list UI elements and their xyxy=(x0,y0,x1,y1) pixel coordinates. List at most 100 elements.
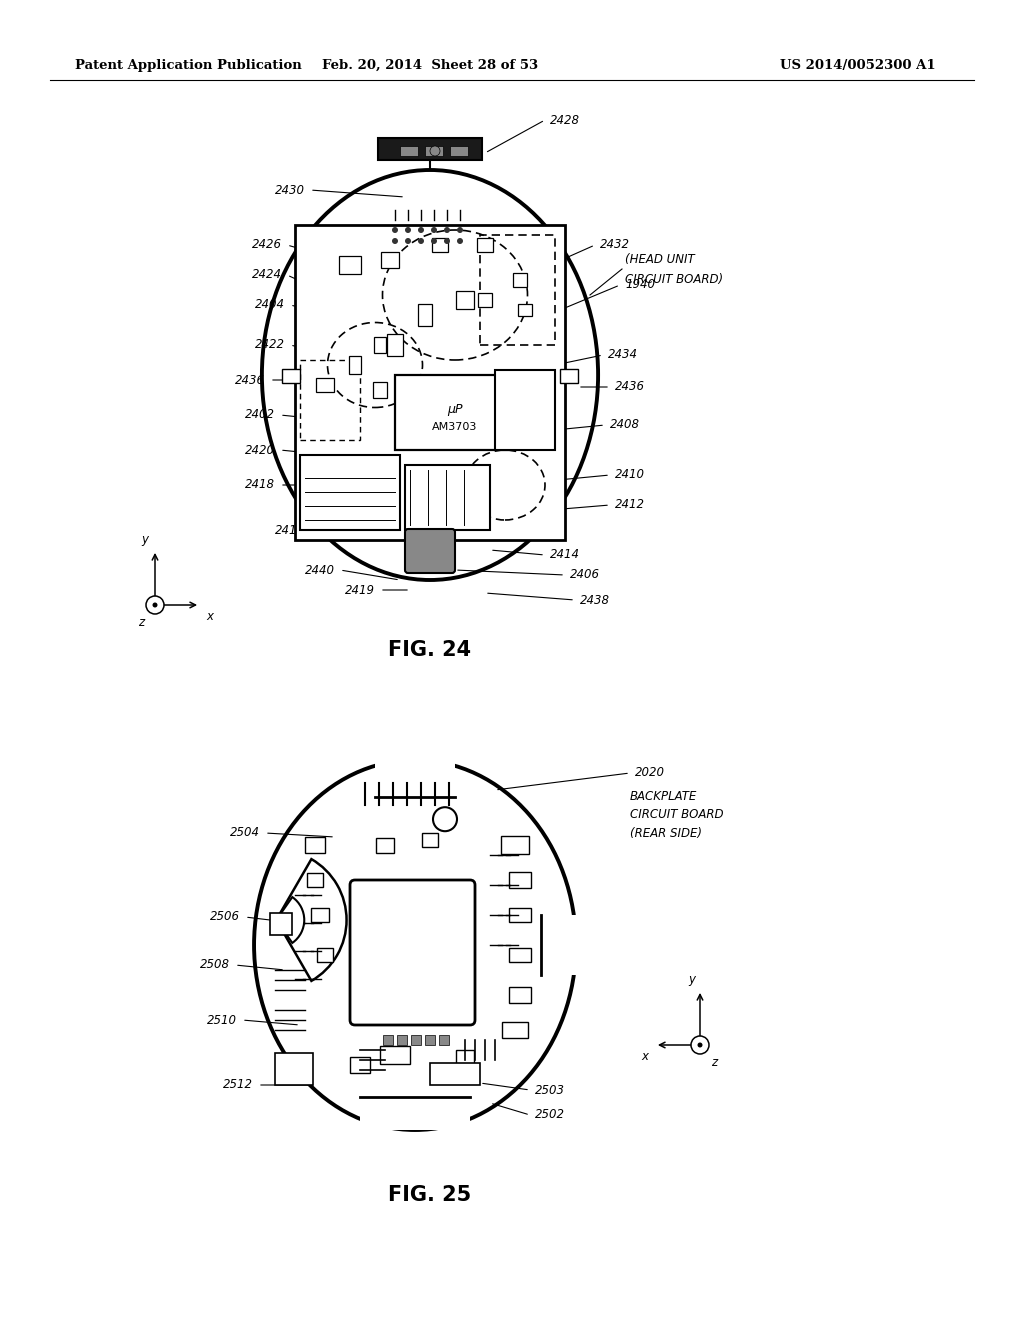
Text: 2502: 2502 xyxy=(535,1109,565,1122)
Text: 2510: 2510 xyxy=(207,1014,237,1027)
FancyBboxPatch shape xyxy=(425,1035,435,1045)
FancyBboxPatch shape xyxy=(450,147,468,156)
FancyBboxPatch shape xyxy=(360,1097,470,1130)
FancyBboxPatch shape xyxy=(381,252,399,268)
FancyBboxPatch shape xyxy=(376,837,394,853)
FancyBboxPatch shape xyxy=(439,1035,449,1045)
Circle shape xyxy=(431,238,437,244)
FancyBboxPatch shape xyxy=(400,147,418,156)
Text: x: x xyxy=(641,1051,648,1064)
FancyBboxPatch shape xyxy=(375,751,455,797)
FancyBboxPatch shape xyxy=(509,908,531,921)
Text: 2419: 2419 xyxy=(345,583,375,597)
FancyBboxPatch shape xyxy=(311,908,329,921)
Text: 2430: 2430 xyxy=(275,183,305,197)
FancyBboxPatch shape xyxy=(305,837,325,853)
Text: μP: μP xyxy=(447,404,463,417)
FancyBboxPatch shape xyxy=(380,1045,410,1064)
Text: 2436: 2436 xyxy=(234,374,265,387)
Text: 2432: 2432 xyxy=(600,239,630,252)
Text: 2436: 2436 xyxy=(615,380,645,393)
FancyBboxPatch shape xyxy=(300,455,400,531)
FancyBboxPatch shape xyxy=(373,381,387,399)
FancyBboxPatch shape xyxy=(411,1035,421,1045)
FancyBboxPatch shape xyxy=(432,238,449,252)
FancyBboxPatch shape xyxy=(349,356,361,374)
Text: Feb. 20, 2014  Sheet 28 of 53: Feb. 20, 2014 Sheet 28 of 53 xyxy=(322,58,538,71)
Text: 2420: 2420 xyxy=(245,444,275,457)
FancyBboxPatch shape xyxy=(387,334,403,356)
Text: z: z xyxy=(138,616,144,630)
Circle shape xyxy=(457,238,463,244)
FancyBboxPatch shape xyxy=(270,913,292,935)
Text: 2440: 2440 xyxy=(305,564,335,577)
FancyBboxPatch shape xyxy=(430,1063,480,1085)
Text: 2416: 2416 xyxy=(275,524,305,536)
Text: 2414: 2414 xyxy=(550,549,580,561)
FancyBboxPatch shape xyxy=(316,378,334,392)
Circle shape xyxy=(392,238,398,244)
FancyBboxPatch shape xyxy=(275,1053,313,1085)
Text: FIG. 24: FIG. 24 xyxy=(388,640,472,660)
FancyBboxPatch shape xyxy=(509,948,531,962)
FancyBboxPatch shape xyxy=(374,337,386,352)
Text: 2412: 2412 xyxy=(615,499,645,511)
Circle shape xyxy=(444,227,450,234)
Text: CIRCUIT BOARD): CIRCUIT BOARD) xyxy=(625,272,723,285)
Circle shape xyxy=(691,1036,709,1053)
Text: z: z xyxy=(711,1056,717,1069)
FancyBboxPatch shape xyxy=(541,915,605,975)
FancyBboxPatch shape xyxy=(397,1035,407,1045)
Circle shape xyxy=(457,227,463,234)
Text: 2410: 2410 xyxy=(615,469,645,482)
Text: y: y xyxy=(688,974,695,986)
Text: 2422: 2422 xyxy=(255,338,285,351)
FancyBboxPatch shape xyxy=(513,273,527,286)
Text: 2428: 2428 xyxy=(550,114,580,127)
Text: 2406: 2406 xyxy=(570,569,600,582)
FancyBboxPatch shape xyxy=(477,238,493,252)
Text: (REAR SIDE): (REAR SIDE) xyxy=(630,826,702,840)
Text: 2504: 2504 xyxy=(230,826,260,840)
Text: 2404: 2404 xyxy=(255,298,285,312)
FancyBboxPatch shape xyxy=(478,293,492,308)
FancyBboxPatch shape xyxy=(560,370,578,383)
Wedge shape xyxy=(276,859,346,981)
FancyBboxPatch shape xyxy=(425,147,443,156)
FancyBboxPatch shape xyxy=(406,465,490,531)
Circle shape xyxy=(392,227,398,234)
Text: BACKPLATE: BACKPLATE xyxy=(630,791,697,804)
FancyBboxPatch shape xyxy=(518,304,532,315)
FancyBboxPatch shape xyxy=(378,139,482,160)
FancyBboxPatch shape xyxy=(509,987,531,1003)
Text: FIG. 25: FIG. 25 xyxy=(388,1185,472,1205)
FancyBboxPatch shape xyxy=(456,1049,474,1071)
FancyBboxPatch shape xyxy=(350,1057,370,1073)
FancyBboxPatch shape xyxy=(495,370,555,450)
Text: 2424: 2424 xyxy=(252,268,282,281)
Text: 2402: 2402 xyxy=(245,408,275,421)
Circle shape xyxy=(418,238,424,244)
Circle shape xyxy=(153,602,158,607)
FancyBboxPatch shape xyxy=(502,1022,528,1038)
Circle shape xyxy=(697,1043,702,1048)
Text: CIRCUIT BOARD: CIRCUIT BOARD xyxy=(630,808,724,821)
FancyBboxPatch shape xyxy=(383,1035,393,1045)
Circle shape xyxy=(444,238,450,244)
FancyBboxPatch shape xyxy=(307,873,323,887)
Wedge shape xyxy=(276,898,304,942)
FancyBboxPatch shape xyxy=(456,290,474,309)
FancyBboxPatch shape xyxy=(395,375,515,450)
Text: 2408: 2408 xyxy=(610,418,640,432)
FancyBboxPatch shape xyxy=(422,833,438,847)
Text: x: x xyxy=(207,610,213,623)
Text: 2020: 2020 xyxy=(635,767,665,780)
Ellipse shape xyxy=(254,760,575,1130)
Circle shape xyxy=(406,227,411,234)
Circle shape xyxy=(433,808,457,832)
Text: (HEAD UNIT: (HEAD UNIT xyxy=(625,253,694,267)
Circle shape xyxy=(430,147,440,156)
FancyBboxPatch shape xyxy=(282,370,300,383)
FancyBboxPatch shape xyxy=(350,880,475,1026)
Text: 2506: 2506 xyxy=(210,911,240,924)
